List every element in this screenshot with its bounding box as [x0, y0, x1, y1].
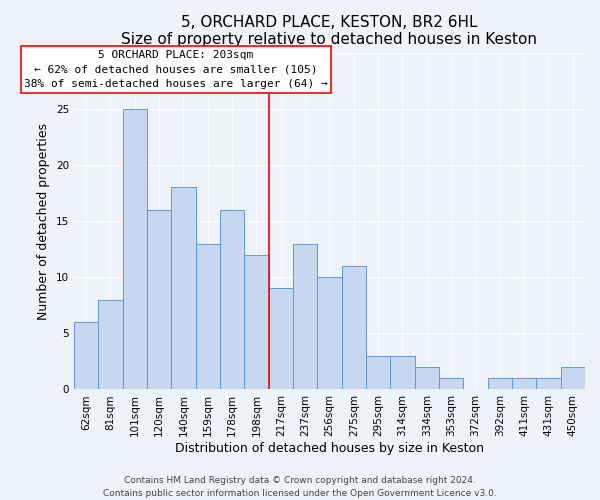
Bar [415, 367, 439, 390]
Bar [74, 322, 98, 390]
Bar [196, 244, 220, 390]
Bar [536, 378, 560, 390]
Bar [366, 356, 390, 390]
Text: Contains HM Land Registry data © Crown copyright and database right 2024.
Contai: Contains HM Land Registry data © Crown c… [103, 476, 497, 498]
Title: 5, ORCHARD PLACE, KESTON, BR2 6HL
Size of property relative to detached houses i: 5, ORCHARD PLACE, KESTON, BR2 6HL Size o… [121, 15, 538, 48]
Bar [269, 288, 293, 390]
X-axis label: Distribution of detached houses by size in Keston: Distribution of detached houses by size … [175, 442, 484, 455]
Bar [341, 266, 366, 390]
Y-axis label: Number of detached properties: Number of detached properties [37, 122, 50, 320]
Bar [171, 188, 196, 390]
Bar [439, 378, 463, 390]
Bar [560, 367, 585, 390]
Bar [244, 255, 269, 390]
Bar [488, 378, 512, 390]
Bar [390, 356, 415, 390]
Bar [512, 378, 536, 390]
Bar [317, 277, 341, 390]
Bar [147, 210, 171, 390]
Bar [98, 300, 122, 390]
Bar [122, 109, 147, 390]
Bar [220, 210, 244, 390]
Text: 5 ORCHARD PLACE: 203sqm
← 62% of detached houses are smaller (105)
38% of semi-d: 5 ORCHARD PLACE: 203sqm ← 62% of detache… [24, 50, 328, 90]
Bar [293, 244, 317, 390]
